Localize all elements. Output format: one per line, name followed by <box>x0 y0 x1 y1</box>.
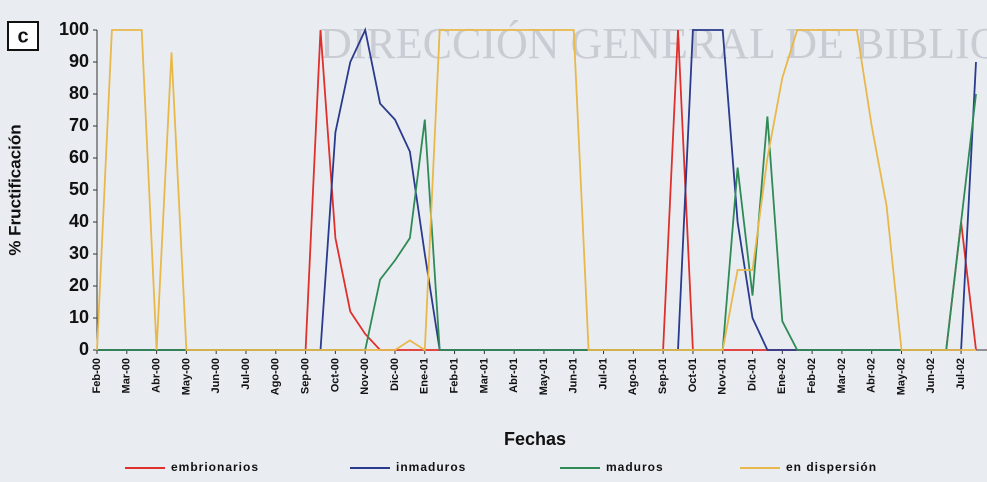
panel-label: c <box>17 25 28 47</box>
x-tick-label: Ene-01 <box>419 358 431 394</box>
x-tick-label: Dic-00 <box>389 358 401 391</box>
x-tick-label: Jun-01 <box>568 358 580 393</box>
x-tick-label: Dic-01 <box>746 358 758 391</box>
y-tick-label: 50 <box>69 179 89 199</box>
x-tick-label: May-00 <box>180 358 192 395</box>
y-tick-label: 20 <box>69 275 89 295</box>
watermark: DIRECCIÓN GENERAL DE BIBLIOTECAS <box>320 19 987 68</box>
legend-label: inmaduros <box>396 460 466 474</box>
x-tick-label: Ago-00 <box>270 358 282 395</box>
y-tick-label: 0 <box>79 339 89 359</box>
x-tick-label: May-01 <box>538 358 550 395</box>
y-tick-label: 40 <box>69 211 89 231</box>
x-tick-label: Sep-00 <box>299 358 311 394</box>
series-line <box>97 93 977 351</box>
y-tick-label: 10 <box>69 307 89 327</box>
y-tick-label: 90 <box>69 51 89 71</box>
series-line <box>97 27 977 351</box>
x-tick-label: Feb-01 <box>448 358 460 393</box>
x-tick-label: Oct-00 <box>329 358 341 392</box>
x-tick-label: Mar-02 <box>836 358 848 393</box>
y-tick-label: 60 <box>69 147 89 167</box>
y-tick-label: 80 <box>69 83 89 103</box>
x-tick-label: Ene-02 <box>776 358 788 394</box>
x-tick-label: Sep-01 <box>657 358 669 394</box>
x-tick-label: Ago-01 <box>627 358 639 395</box>
x-tick-label: Jul-00 <box>240 358 252 390</box>
y-tick-label: 30 <box>69 243 89 263</box>
x-tick-label: Mar-01 <box>478 358 490 393</box>
x-tick-label: Abr-02 <box>866 358 878 393</box>
x-tick-label: Oct-01 <box>687 358 699 392</box>
y-axis-label: % Fructificación <box>5 124 24 255</box>
x-axis-label: Fechas <box>504 429 566 449</box>
x-tick-label: Nov-00 <box>359 358 371 395</box>
x-tick-label: Jun-02 <box>925 358 937 393</box>
x-tick-label: Jul-01 <box>597 358 609 390</box>
legend-label: embrionarios <box>171 460 259 474</box>
x-tick-label: Abr-00 <box>150 358 162 393</box>
legend-label: maduros <box>606 460 664 474</box>
x-tick-label: Mar-00 <box>121 358 133 393</box>
x-tick-label: Abr-01 <box>508 358 520 393</box>
x-tick-label: Feb-00 <box>91 358 103 393</box>
x-tick-label: May-02 <box>895 358 907 395</box>
y-tick-label: 100 <box>59 19 89 39</box>
legend-label: en dispersión <box>786 460 877 474</box>
x-tick-label: Feb-02 <box>806 358 818 393</box>
series-line <box>97 29 977 351</box>
x-tick-label: Nov-01 <box>717 358 729 395</box>
y-tick-label: 70 <box>69 115 89 135</box>
x-tick-label: Jun-00 <box>210 358 222 393</box>
x-tick-label: Jul-02 <box>955 358 967 390</box>
panel-box <box>7 21 39 51</box>
series-line <box>96 29 976 352</box>
